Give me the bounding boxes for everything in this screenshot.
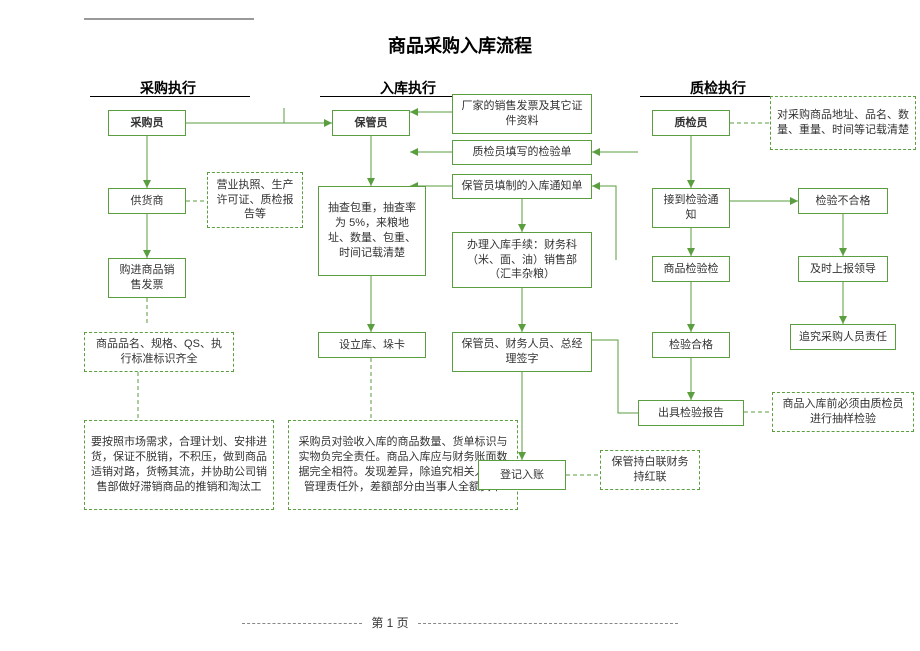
node-qc_escalate: 及时上报领导 xyxy=(798,256,888,282)
node-goodsSpec: 商品品名、规格、QS、执行标准标识齐全 xyxy=(84,332,234,372)
page-footer: 第 1 页 xyxy=(150,614,770,631)
page-title: 商品采购入库流程 xyxy=(0,32,920,58)
node-purchaseNote: 要按照市场需求，合理计划、安排进货，保证不脱销，不积压，做到商品适销对路，货畅其… xyxy=(84,420,274,510)
node-qc_pass: 检验合格 xyxy=(652,332,730,358)
node-doc3: 保管员填制的入库通知单 xyxy=(452,174,592,199)
node-doc1: 厂家的销售发票及其它证件资料 xyxy=(452,94,592,134)
node-doc2: 质检员填写的检验单 xyxy=(452,140,592,165)
node-invoice: 购进商品销售发票 xyxy=(108,258,186,298)
node-qc_recv: 接到检验通知 xyxy=(652,188,730,228)
section-header-warehouse: 入库执行 xyxy=(380,78,436,98)
node-supplier: 供货商 xyxy=(108,188,186,214)
node-sign: 保管员、财务人员、总经理签字 xyxy=(452,332,592,372)
page-number: 第 1 页 xyxy=(371,616,408,630)
node-copies: 保管持白联财务持红联 xyxy=(600,450,700,490)
section-header-purchase: 采购执行 xyxy=(140,78,196,98)
node-qc_report: 出具检验报告 xyxy=(638,400,744,426)
node-sampling: 抽查包重，抽查率为 5%，来粮地址、数量、包重、时间记载清楚 xyxy=(318,186,426,276)
node-qc_blame: 追究采购人员责任 xyxy=(790,324,896,350)
node-qc_reqnote: 对采购商品地址、品名、数量、重量、时间等记载清楚 xyxy=(770,96,916,150)
node-buyer: 采购员 xyxy=(108,110,186,136)
node-qc_inspect: 商品检验检 xyxy=(652,256,730,282)
node-register: 登记入账 xyxy=(478,460,566,490)
node-qc_person: 质检员 xyxy=(652,110,730,136)
node-keeper: 保管员 xyxy=(332,110,410,136)
node-qc_fail: 检验不合格 xyxy=(798,188,888,214)
node-qc_prenote: 商品入库前必须由质检员进行抽样检验 xyxy=(772,392,914,432)
node-handle: 办理入库手续：财务科（米、面、油）销售部（汇丰杂粮） xyxy=(452,232,592,288)
node-supplierDoc: 营业执照、生产许可证、质检报告等 xyxy=(207,172,303,228)
section-header-qc: 质检执行 xyxy=(690,78,746,98)
section-underline-purchase xyxy=(90,96,250,97)
node-stockCard: 设立库、垛卡 xyxy=(318,332,426,358)
